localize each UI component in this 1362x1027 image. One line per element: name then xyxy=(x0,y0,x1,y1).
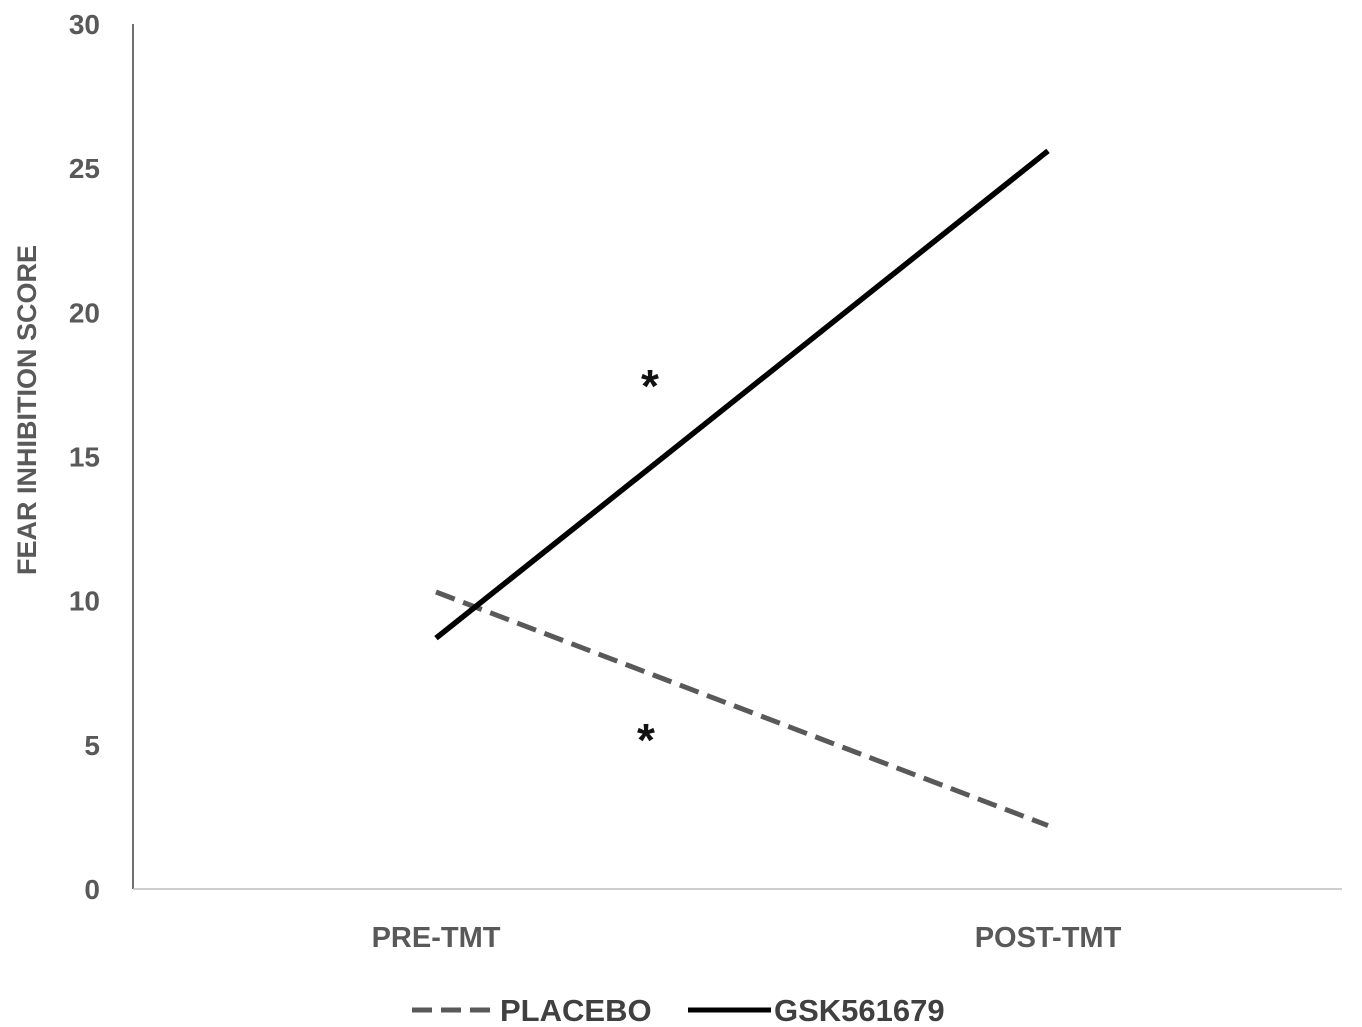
y-tick-label: 10 xyxy=(69,586,100,617)
significance-annotations: ** xyxy=(637,360,659,766)
y-axis-title: FEAR INHIBITION SCORE xyxy=(12,245,42,575)
y-tick-label: 5 xyxy=(84,730,100,761)
y-tick-label: 15 xyxy=(69,442,100,473)
significance-asterisk: * xyxy=(641,360,659,412)
x-category-label: POST-TMT xyxy=(975,922,1122,954)
legend: PLACEBO GSK561679 xyxy=(412,993,945,1027)
axes xyxy=(132,24,1342,890)
y-tick-label: 20 xyxy=(69,297,100,328)
y-tick-label: 0 xyxy=(84,874,100,905)
series-line-gsk561679 xyxy=(434,148,1050,641)
y-tick-labels: 0 5 10 15 20 25 30 xyxy=(69,9,100,905)
series-lines xyxy=(434,148,1050,828)
series-line-placebo xyxy=(435,589,1049,828)
y-tick-label: 30 xyxy=(69,9,100,40)
x-category-labels: PRE-TMT POST-TMT xyxy=(372,922,1122,954)
legend-label: GSK561679 xyxy=(774,993,945,1027)
legend-label: PLACEBO xyxy=(500,993,652,1027)
x-category-label: PRE-TMT xyxy=(372,922,501,954)
y-tick-label: 25 xyxy=(69,153,100,184)
significance-asterisk: * xyxy=(637,714,655,766)
